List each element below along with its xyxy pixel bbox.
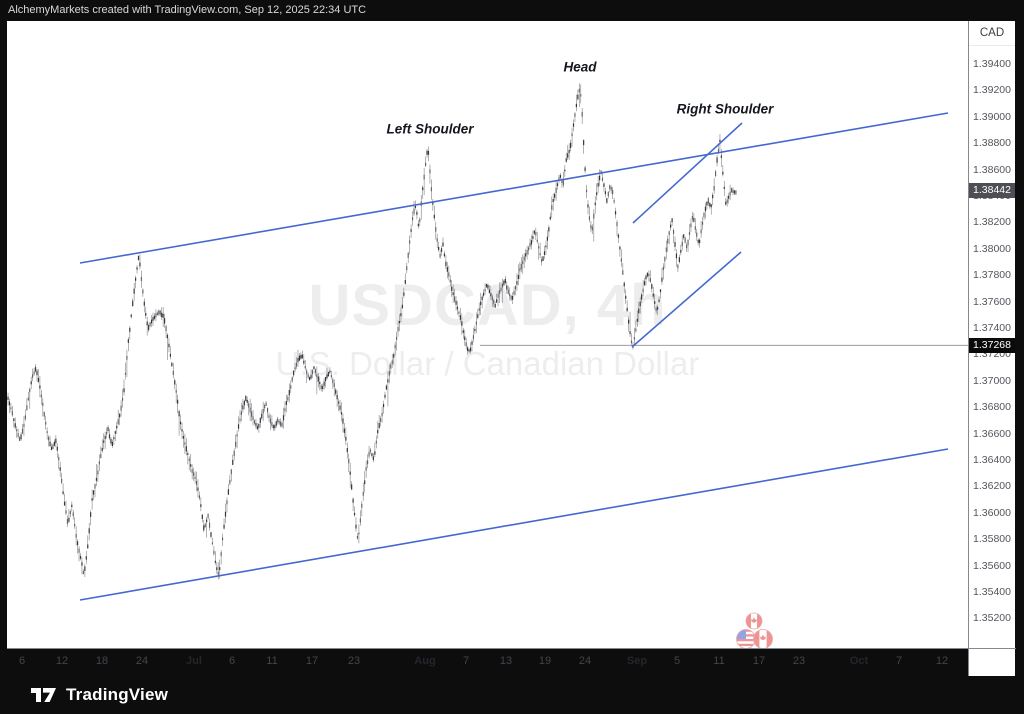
attribution-text: AlchemyMarkets created with TradingView.…	[8, 4, 367, 16]
price-tick: 1.36400	[973, 454, 1011, 466]
time-tick: 5	[673, 655, 681, 667]
time-tick: 12	[55, 655, 69, 667]
price-tick: 1.35200	[973, 612, 1011, 625]
price-tick: 1.39400	[973, 58, 1011, 70]
time-tick: Aug	[414, 655, 436, 667]
price-tick: 1.37400	[973, 322, 1011, 334]
attribution-bar: AlchemyMarkets created with TradingView.…	[0, 0, 1024, 21]
price-tick: 1.36000	[973, 506, 1011, 519]
price-axis[interactable]: CAD 1.39400 1.39200 1.39000 1.38800 1.38600 1…	[968, 21, 1015, 676]
price-tick: 1.37800	[973, 269, 1011, 282]
price-tick: 1.38200	[973, 216, 1011, 229]
tradingview-logo-icon	[31, 688, 56, 702]
tradingview-logo[interactable]: TradingView	[30, 685, 168, 705]
time-axis[interactable]: 6 12 18 24 Jul 6 11 17 23 Aug 7 13 19 24 Sep 5 11 17 23 Oct…	[7, 648, 1016, 676]
footer-bar: TradingView	[0, 676, 1024, 714]
time-tick: 17	[752, 655, 766, 667]
annotation-head[interactable]: Head	[563, 59, 597, 75]
price-tick: 1.35600	[973, 559, 1011, 572]
time-tick: 6	[18, 655, 26, 667]
time-tick: 13	[499, 655, 513, 667]
time-tick: 7	[895, 655, 903, 667]
annotation-left-shoulder[interactable]: Left Shoulder	[386, 121, 474, 137]
price-tick: 1.39000	[973, 110, 1011, 123]
time-tick: 18	[95, 655, 109, 667]
time-tick: 24	[578, 655, 592, 667]
level-price-badge: 1.37268	[969, 337, 1015, 353]
symbol-watermark: USDCAD, 4h U.S. Dollar / Canadian Dollar	[7, 273, 968, 382]
time-tick: 7	[462, 655, 470, 667]
price-tick: 1.38600	[973, 163, 1011, 176]
price-tick: 1.35400	[973, 586, 1011, 598]
time-tick: 24	[135, 655, 149, 667]
watermark-name: U.S. Dollar / Canadian Dollar	[275, 345, 700, 382]
time-tick: 19	[538, 655, 552, 667]
price-tick: 1.38800	[973, 137, 1011, 150]
price-tick: 1.36600	[973, 427, 1011, 440]
time-tick: Jul	[186, 655, 202, 667]
time-tick: 11	[266, 655, 278, 667]
time-tick: 12	[935, 655, 949, 667]
price-tick: 1.36200	[973, 480, 1011, 493]
price-tick: 1.35800	[973, 533, 1011, 546]
price-tick: 1.37000	[973, 374, 1011, 387]
price-tick: 1.38000	[973, 242, 1011, 255]
last-price-badge: 1.38442	[969, 182, 1015, 198]
time-tick: 23	[347, 655, 361, 667]
price-tick: 1.37600	[973, 295, 1011, 308]
time-tick: Sep	[626, 655, 648, 667]
time-tick: 6	[228, 655, 236, 667]
time-tick: 23	[792, 655, 806, 667]
time-tick: Oct	[849, 655, 869, 667]
tradingview-logo-text: TradingView	[66, 685, 169, 704]
time-tick: 11	[713, 655, 725, 667]
chart-plot-area[interactable]: USDCAD, 4h U.S. Dollar / Canadian Dollar	[7, 21, 968, 648]
currency-label: CAD	[969, 27, 1015, 46]
price-tick: 1.36800	[973, 401, 1011, 414]
price-tick: 1.39200	[973, 84, 1011, 97]
annotation-right-shoulder[interactable]: Right Shoulder	[676, 101, 774, 117]
watermark-symbol: USDCAD, 4h	[308, 273, 667, 338]
time-tick: 17	[305, 655, 319, 667]
